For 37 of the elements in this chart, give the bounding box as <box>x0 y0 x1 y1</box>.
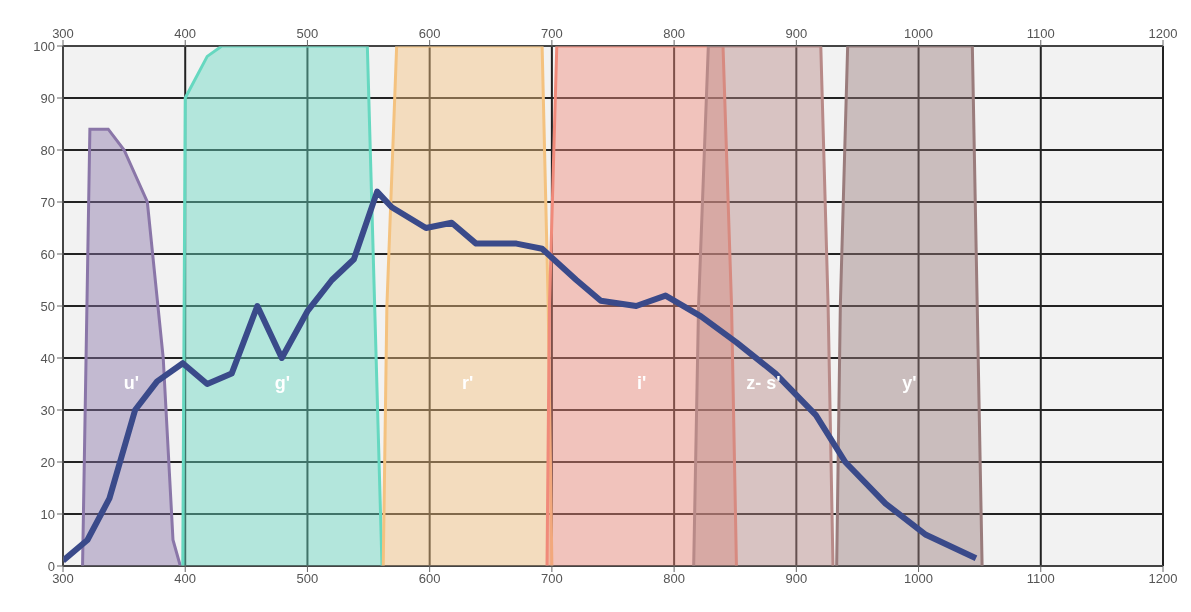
x2-tick-label: 1100 <box>1026 571 1055 587</box>
x-tick-label: 1100 <box>1026 26 1055 41</box>
x-tick-label: 600 <box>418 26 441 41</box>
y-tick-label: 50 <box>40 298 55 314</box>
series-label: i' <box>637 373 647 394</box>
x-tick-label: 700 <box>541 26 563 41</box>
x2-tick-label: 600 <box>418 571 441 587</box>
y-tick-label: 20 <box>40 454 55 470</box>
series-label: u' <box>123 373 140 394</box>
x2-tick-label: 900 <box>785 571 808 587</box>
x2-tick-label: 500 <box>296 571 319 587</box>
y-tick-label: 90 <box>40 90 55 106</box>
x2-tick-label: 300 <box>52 571 74 587</box>
x2-tick-label: 800 <box>663 571 685 587</box>
x-tick-label: 1000 <box>904 26 934 41</box>
x2-tick-label: 700 <box>541 571 563 587</box>
x2-tick-label: 400 <box>174 571 197 587</box>
x-tick-label: 300 <box>52 26 74 41</box>
y-tick-label: 0 <box>47 558 55 574</box>
x-tick-label: 400 <box>174 26 197 41</box>
y-tick-label: 60 <box>40 246 55 262</box>
series-label: g' <box>274 373 291 394</box>
y-tick-label: 10 <box>40 506 55 522</box>
x-tick-label: 800 <box>663 26 685 41</box>
series-label: r' <box>461 373 474 394</box>
series-label: y' <box>902 373 917 394</box>
x2-tick-label: 1200 <box>1148 571 1178 587</box>
y-tick-label: 100 <box>33 38 55 54</box>
y-tick-label: 40 <box>40 350 55 366</box>
x2-tick-label: 1000 <box>904 571 934 587</box>
y-tick-label: 80 <box>40 142 55 158</box>
series-label: z- s' <box>746 373 781 394</box>
y-tick-label: 30 <box>40 402 55 418</box>
x-tick-label: 1200 <box>1148 26 1178 41</box>
x-tick-label: 900 <box>785 26 808 41</box>
y-tick-label: 70 <box>40 194 55 210</box>
x-tick-label: 500 <box>296 26 319 41</box>
